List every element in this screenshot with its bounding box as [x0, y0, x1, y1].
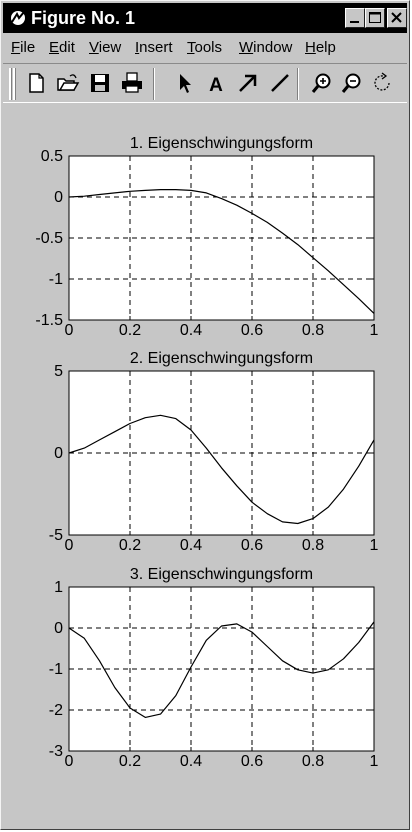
maximize-button[interactable] [365, 8, 385, 28]
menu-window[interactable]: Window [239, 39, 292, 57]
menu-label-rest: iew [98, 39, 122, 56]
open-file-icon[interactable] [55, 70, 81, 96]
figure-toolbar: A [3, 63, 407, 103]
menu-accelerator: W [239, 39, 254, 56]
menu-label-rest: indow [253, 39, 293, 56]
x-tick-label: 0 [65, 753, 74, 770]
x-tick-label: 1 [370, 322, 379, 339]
matlab-figure-icon [11, 11, 25, 25]
minimize-button[interactable] [345, 8, 365, 28]
plot-axes-1: 0 0.2 0.4 0.6 0.8 1 0.5 0 -0.5 -1 -1.5 1. Eigenschw… [35, 135, 378, 339]
menu-accelerator: T [187, 39, 195, 56]
new-figure-icon[interactable] [23, 70, 49, 96]
rotate-icon[interactable] [369, 70, 395, 96]
menu-file[interactable]: File [11, 39, 35, 57]
y-tick-label: 0 [54, 445, 63, 462]
x-tick-label: 0.6 [241, 537, 263, 554]
menu-label-rest: ile [20, 39, 36, 56]
x-tick-label: 0.8 [302, 753, 324, 770]
y-tick-label: -3 [49, 743, 63, 760]
menu-view[interactable]: View [89, 39, 121, 57]
x-tick-label: 0.2 [119, 537, 141, 554]
mode-shape-line [68, 621, 375, 718]
title-bar[interactable]: Figure No. 1 [3, 3, 407, 33]
plot-title: 2. Eigenschwingungsform [130, 350, 313, 367]
y-tick-label: -5 [49, 527, 63, 544]
menu-label-rest: dit [59, 39, 75, 56]
x-tick-label: 0.4 [180, 322, 202, 339]
menu-edit[interactable]: Edit [49, 39, 75, 57]
menu-accelerator: E [49, 39, 60, 56]
zoom-in-icon[interactable] [309, 70, 335, 96]
x-tick-label: 0.4 [180, 753, 202, 770]
menu-accelerator: F [11, 39, 21, 56]
print-icon[interactable] [119, 70, 145, 96]
menu-accelerator: H [305, 39, 316, 56]
zoom-out-icon[interactable] [339, 70, 365, 96]
toolbar-separator [153, 68, 155, 100]
menu-accelerator: V [89, 39, 99, 56]
close-button[interactable] [387, 8, 407, 28]
menu-insert[interactable]: Insert [135, 39, 173, 57]
y-tick-label: 0 [54, 189, 63, 206]
menu-help[interactable]: Help [305, 39, 336, 57]
y-tick-label: -1 [49, 271, 63, 288]
svg-text:A: A [209, 75, 223, 96]
insert-arrow-icon[interactable] [235, 70, 261, 96]
menu-label-rest: ools [194, 39, 223, 56]
x-tick-label: 0.2 [119, 753, 141, 770]
window-title: Figure No. 1 [31, 8, 136, 28]
insert-line-icon[interactable] [267, 70, 293, 96]
y-tick-label: 0 [54, 620, 63, 637]
x-tick-label: 0.6 [241, 753, 263, 770]
y-tick-label: -1 [49, 661, 63, 678]
menu-accelerator: I [135, 39, 140, 56]
menu-label-rest: elp [315, 39, 336, 56]
plot-axes-2: 0 0.2 0.4 0.6 0.8 150-52. Eigenschwingungsfor… [49, 350, 379, 554]
y-tick-label: 0.5 [41, 148, 63, 165]
menu-tools[interactable]: Tools [187, 39, 222, 57]
minimize-icon [350, 21, 359, 23]
x-tick-label: 1 [370, 753, 379, 770]
save-icon[interactable] [87, 70, 113, 96]
y-tick-label: 1 [54, 579, 63, 596]
mode-shape-line [68, 189, 375, 314]
menu-bar: File Edit View Insert Tools Window Help [3, 35, 407, 61]
x-tick-label: 0 [65, 322, 74, 339]
x-tick-label: 0.4 [180, 537, 202, 554]
x-tick-label: 0.6 [241, 322, 263, 339]
x-tick-label: 0.8 [302, 322, 324, 339]
mode-shape-line [68, 414, 375, 525]
x-tick-label: 0 [65, 537, 74, 554]
toolbar-grip[interactable] [9, 68, 16, 100]
plot-axes-3: 0 0.2 0.4 0.6 0.8 1 1 0 -1 -2 -3 3. Eigenschwingung… [49, 566, 379, 770]
y-tick-label: -0.5 [35, 230, 63, 247]
x-tick-label: 0.2 [119, 322, 141, 339]
y-tick-label: -1.5 [35, 312, 63, 329]
close-icon [391, 12, 402, 23]
x-tick-label: 1 [370, 537, 379, 554]
plot-title: 3. Eigenschwingungsform [130, 566, 313, 583]
y-tick-label: -2 [49, 702, 63, 719]
y-tick-label: 5 [54, 363, 63, 380]
toolbar-separator [297, 68, 299, 100]
insert-text-icon[interactable]: A [203, 70, 229, 96]
maximize-icon [369, 12, 381, 23]
x-tick-label: 0.8 [302, 537, 324, 554]
menu-label-rest: nsert [139, 39, 173, 56]
plot-title: 1. Eigenschwingungsform [130, 135, 313, 152]
select-arrow-icon[interactable] [171, 70, 197, 96]
